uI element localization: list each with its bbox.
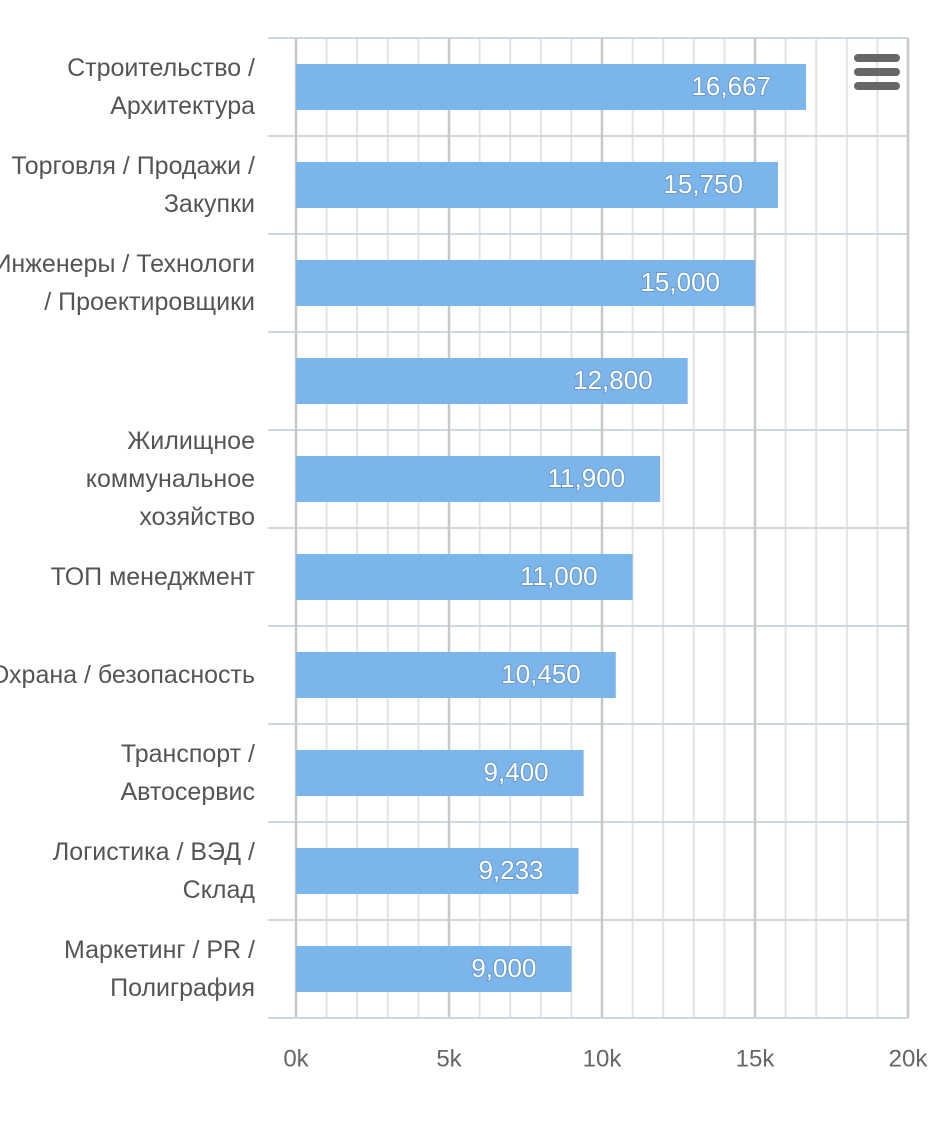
y-tick-label: Жилищное коммунальное хозяйство — [85, 427, 255, 531]
bar — [296, 750, 584, 796]
y-tick-label: Маркетинг / PR / Полиграфия — [63, 936, 255, 1002]
y-tick-label: Строительство / Архитектура — [67, 54, 255, 120]
bar — [296, 358, 688, 404]
bar — [296, 260, 755, 306]
bar — [296, 946, 572, 992]
menu-bar[interactable] — [854, 54, 900, 62]
value-label: 12,800 — [573, 365, 653, 395]
x-tick-label: 15k — [736, 1045, 776, 1072]
bar — [296, 64, 807, 110]
value-label: 11,900 — [548, 463, 626, 493]
value-label: 10,450 — [501, 659, 581, 689]
x-tick-label: 0k — [283, 1045, 309, 1072]
y-tick-label: Логистика / ВЭД / Склад — [52, 838, 255, 904]
bar — [296, 162, 778, 208]
y-tick-label: Транспорт / Автосервис — [120, 740, 255, 806]
x-tick-label: 10k — [583, 1045, 623, 1072]
y-tick-label: Инженеры / Технологи / Проектировщики — [0, 250, 255, 316]
value-label: 16,667 — [691, 71, 771, 101]
value-label: 15,000 — [640, 267, 720, 297]
y-tick-label: Охрана / безопасность — [0, 661, 255, 689]
value-label: 9,400 — [484, 757, 549, 787]
bar — [296, 848, 579, 894]
value-label: 9,000 — [471, 953, 536, 983]
y-tick-label: Торговля / Продажи / Закупки — [11, 152, 255, 218]
value-label: 9,233 — [478, 855, 543, 885]
bar — [296, 554, 633, 600]
y-tick-label: ТОП менеджмент — [50, 563, 255, 591]
value-label: 11,000 — [520, 561, 598, 591]
bar — [296, 652, 616, 698]
menu-bar[interactable] — [854, 82, 900, 90]
menu-bar[interactable] — [854, 68, 900, 76]
menu-icon[interactable] — [854, 54, 900, 90]
value-label: 15,750 — [663, 169, 743, 199]
x-tick-label: 20k — [889, 1045, 929, 1072]
x-tick-label: 5k — [436, 1045, 462, 1072]
bar — [296, 456, 661, 502]
